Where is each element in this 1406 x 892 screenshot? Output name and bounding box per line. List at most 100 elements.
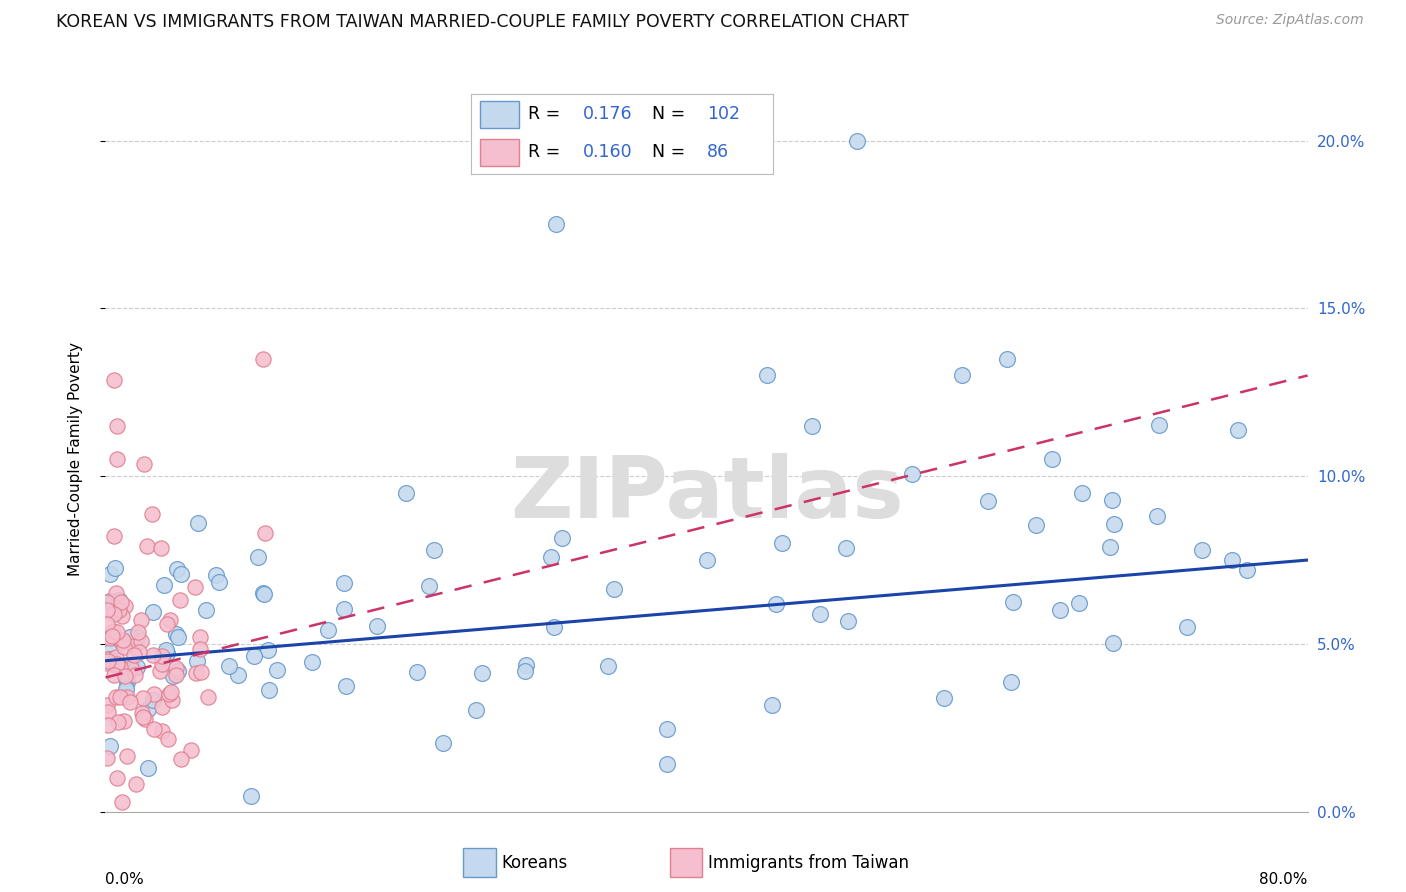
- Point: [169, 567, 191, 582]
- Point: [129, 613, 152, 627]
- Point: [218, 659, 240, 673]
- Point: [128, 645, 150, 659]
- Point: [333, 576, 356, 591]
- Point: [515, 664, 537, 678]
- Point: [104, 561, 127, 575]
- Text: KOREAN VS IMMIGRANTS FROM TAIWAN MARRIED-COUPLE FAMILY POVERTY CORRELATION CHART: KOREAN VS IMMIGRANTS FROM TAIWAN MARRIED…: [56, 13, 910, 31]
- Point: [1025, 518, 1047, 533]
- Point: [103, 624, 125, 639]
- Text: R =: R =: [529, 105, 567, 123]
- Point: [111, 635, 134, 649]
- Point: [150, 649, 173, 664]
- Point: [1098, 540, 1121, 554]
- Point: [655, 722, 678, 736]
- Point: [266, 664, 288, 678]
- Point: [335, 679, 357, 693]
- Point: [1102, 517, 1125, 532]
- Point: [165, 661, 187, 675]
- Point: [114, 714, 136, 728]
- Point: [124, 668, 146, 682]
- Point: [761, 698, 783, 713]
- Point: [108, 690, 131, 705]
- Point: [98, 631, 121, 645]
- Point: [243, 648, 266, 663]
- Point: [107, 624, 129, 639]
- Point: [122, 639, 145, 653]
- Point: [105, 771, 128, 785]
- Point: [1146, 509, 1168, 524]
- Point: [156, 732, 179, 747]
- Point: [366, 619, 388, 633]
- Text: N =: N =: [652, 105, 692, 123]
- Point: [108, 592, 131, 607]
- Point: [423, 543, 446, 558]
- Point: [247, 549, 270, 564]
- Text: 86: 86: [707, 143, 728, 161]
- Point: [546, 218, 568, 232]
- Point: [103, 607, 125, 622]
- Point: [115, 682, 138, 697]
- Point: [187, 516, 209, 530]
- Point: [103, 529, 125, 543]
- Point: [149, 664, 172, 678]
- Point: [184, 665, 207, 680]
- Point: [136, 702, 159, 716]
- Point: [150, 650, 173, 665]
- Point: [150, 699, 173, 714]
- Point: [167, 630, 190, 644]
- Point: [111, 795, 134, 809]
- Point: [252, 586, 274, 600]
- Point: [103, 657, 125, 671]
- Point: [333, 601, 356, 615]
- Point: [253, 525, 276, 540]
- Point: [156, 646, 179, 660]
- Point: [169, 593, 191, 607]
- Point: [1147, 418, 1170, 433]
- Point: [150, 657, 173, 671]
- Point: [107, 657, 129, 671]
- Point: [97, 705, 120, 719]
- Point: [96, 616, 118, 631]
- Point: [405, 665, 427, 679]
- Point: [98, 651, 121, 665]
- Point: [114, 669, 136, 683]
- Point: [107, 452, 129, 467]
- Text: R =: R =: [529, 143, 567, 161]
- Point: [1226, 423, 1249, 437]
- Text: Immigrants from Taiwan: Immigrants from Taiwan: [709, 854, 910, 871]
- Point: [301, 655, 323, 669]
- Point: [108, 660, 131, 674]
- Point: [1101, 492, 1123, 507]
- Point: [105, 657, 128, 672]
- Point: [98, 644, 121, 658]
- Point: [131, 706, 153, 720]
- Point: [995, 351, 1018, 366]
- Point: [1071, 486, 1094, 500]
- Point: [934, 691, 956, 706]
- Point: [770, 536, 793, 550]
- Point: [162, 693, 184, 707]
- Point: [149, 541, 172, 556]
- Point: [1067, 596, 1090, 610]
- Point: [837, 614, 859, 628]
- Point: [114, 599, 136, 613]
- Text: 102: 102: [707, 105, 740, 123]
- Point: [134, 458, 156, 472]
- Point: [112, 640, 135, 654]
- Point: [111, 632, 134, 647]
- Point: [97, 718, 120, 732]
- Point: [195, 602, 218, 616]
- Point: [316, 623, 339, 637]
- Point: [160, 685, 183, 699]
- Point: [104, 650, 127, 665]
- Point: [153, 578, 176, 592]
- Point: [655, 757, 678, 772]
- Point: [96, 595, 118, 609]
- Point: [471, 665, 494, 680]
- Point: [150, 723, 173, 738]
- Text: N =: N =: [652, 143, 692, 161]
- Point: [170, 752, 193, 766]
- Point: [104, 586, 127, 600]
- Point: [598, 659, 620, 673]
- Point: [122, 661, 145, 675]
